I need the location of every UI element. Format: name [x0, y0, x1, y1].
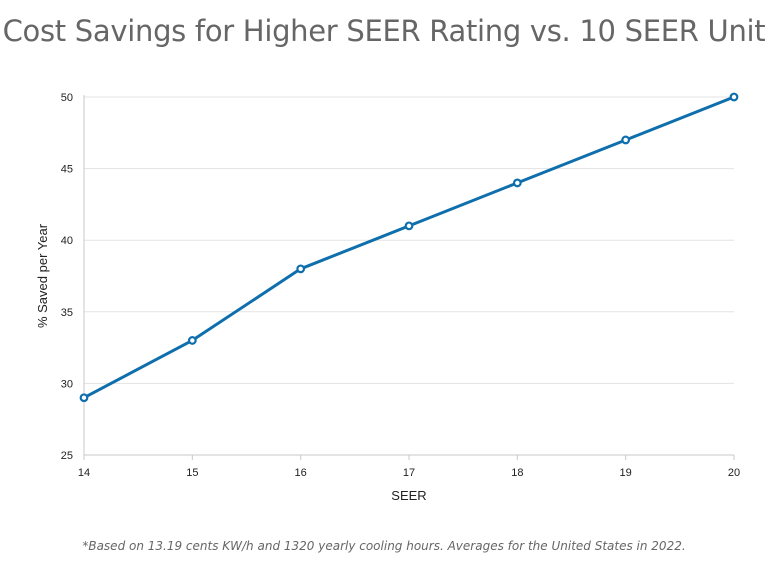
data-point: [512, 178, 522, 188]
data-point: [79, 393, 89, 403]
y-tick-label: 50: [61, 92, 73, 104]
x-tick-labels: 14 15 16 17 18 19 20: [78, 467, 740, 479]
line-chart: 25 30 35 40 45 50 14 15 16 17 18 19 20 % Saved per …: [35, 92, 740, 503]
x-tick-label: 16: [295, 467, 307, 479]
x-tick-label: 19: [620, 467, 632, 479]
data-series: [79, 92, 739, 403]
x-tick-label: 15: [186, 467, 198, 479]
x-tick-label: 14: [78, 467, 90, 479]
series-line: [83, 95, 735, 400]
data-point: [621, 135, 631, 145]
x-tick-label: 20: [728, 467, 740, 479]
gridlines: [84, 96, 734, 384]
y-tick-label: 40: [61, 235, 73, 247]
chart-title: Cost Savings for Higher SEER Rating vs. …: [2, 14, 766, 48]
x-tick-label: 18: [511, 467, 523, 479]
x-tick-label: 17: [403, 467, 415, 479]
y-tick-label: 45: [61, 164, 73, 176]
x-axis-title: SEER: [391, 488, 426, 503]
footnote: *Based on 13.19 cents KW/h and 1320 year…: [82, 539, 686, 553]
data-point: [404, 221, 414, 231]
y-tick-labels: 25 30 35 40 45 50: [61, 92, 73, 462]
y-tick-label: 30: [61, 378, 73, 390]
y-tick-label: 25: [61, 450, 73, 462]
y-tick-label: 35: [61, 307, 73, 319]
data-point: [187, 336, 197, 345]
axes: [83, 95, 735, 460]
y-axis-title: % Saved per Year: [35, 223, 50, 328]
data-point: [296, 264, 306, 274]
data-point: [729, 92, 739, 102]
